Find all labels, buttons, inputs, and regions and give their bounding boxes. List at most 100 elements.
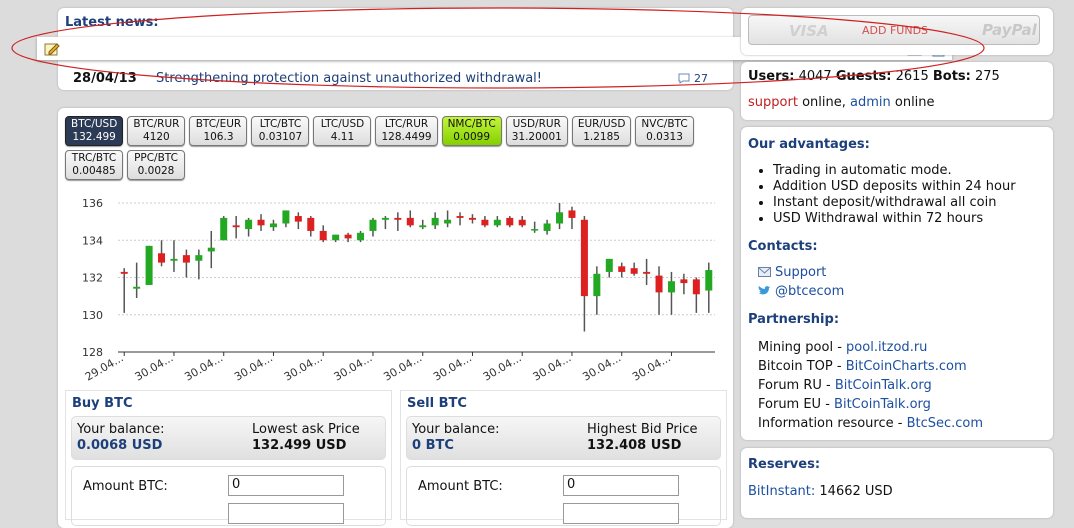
pair-price: 0.03107 bbox=[258, 131, 303, 143]
candle-body bbox=[220, 217, 228, 241]
contacts-title: Contacts: bbox=[748, 239, 818, 254]
advantages-list: Trading in automatic mode.Addition USD d… bbox=[749, 163, 1016, 227]
mail-icon bbox=[758, 267, 771, 277]
pair-tab[interactable]: EUR/USD 1.2185 bbox=[571, 116, 632, 146]
reserve-value: 14662 USD bbox=[819, 484, 893, 499]
comment-count[interactable]: 27 bbox=[694, 72, 708, 85]
candle-body bbox=[655, 275, 663, 293]
buy-summary: Your balance: 0.0068 USD Lowest ask Pric… bbox=[71, 416, 386, 460]
pair-price: 31.20001 bbox=[511, 131, 562, 143]
pair-tab[interactable]: NMC/BTC 0.0099 bbox=[441, 116, 502, 146]
twitter-contact[interactable]: @btcecom bbox=[775, 284, 845, 299]
partner-row: Bitcoin TOP - BitCoinCharts.com bbox=[758, 357, 983, 376]
price-label: Lowest ask Price bbox=[252, 422, 360, 437]
support-status: online, bbox=[802, 95, 846, 110]
funds-box: VISA ADD FUNDS PayPal bbox=[741, 8, 1053, 55]
reserves-title: Reserves: bbox=[748, 457, 821, 472]
balance-label: Your balance: bbox=[412, 422, 500, 437]
pair-tab[interactable]: BTC/EUR 106.3 bbox=[189, 116, 248, 146]
pair-tab[interactable]: BTC/USD 132.499 bbox=[65, 116, 124, 146]
pair-price: 0.0028 bbox=[137, 165, 175, 177]
partner-link[interactable]: BitCoinTalk.org bbox=[834, 397, 931, 412]
pair-name: PPC/BTC bbox=[134, 152, 178, 164]
candle-body bbox=[332, 234, 340, 241]
pair-tab[interactable]: NVC/BTC 0.0313 bbox=[635, 116, 694, 146]
price-input[interactable] bbox=[563, 503, 679, 524]
price-label: Highest Bid Price bbox=[587, 422, 698, 437]
y-tick-label: 132 bbox=[82, 272, 103, 285]
candle-body bbox=[394, 217, 402, 220]
x-tick-label: 30.04... bbox=[133, 351, 176, 383]
candle-body bbox=[643, 271, 651, 274]
price: 132.408 USD bbox=[587, 438, 682, 453]
pair-price: 4120 bbox=[143, 131, 170, 143]
x-tick-label: 30.04... bbox=[630, 351, 673, 383]
pair-price: 0.00485 bbox=[72, 165, 116, 177]
x-tick-label: 30.04... bbox=[381, 351, 424, 383]
candle-body bbox=[605, 258, 613, 272]
pair-tab[interactable]: LTC/BTC 0.03107 bbox=[251, 116, 310, 146]
candle-body bbox=[282, 210, 290, 224]
visa-logo: VISA bbox=[789, 22, 829, 40]
price-input[interactable] bbox=[228, 503, 344, 524]
page: {"news":{"title":"Latest news:","date":"… bbox=[0, 0, 1074, 507]
partner-link[interactable]: BtcSec.com bbox=[906, 416, 984, 431]
candle-body bbox=[344, 234, 352, 239]
balance: 0 BTC bbox=[412, 438, 454, 453]
pair-tab[interactable]: USD/RUR 31.20001 bbox=[505, 116, 568, 146]
y-tick-label: 128 bbox=[82, 346, 103, 359]
pair-tab[interactable]: BTC/RUR 4120 bbox=[127, 116, 186, 146]
pair-name: USD/RUR bbox=[512, 118, 561, 130]
candle-body bbox=[692, 279, 700, 295]
candle-body bbox=[468, 217, 476, 220]
candle-body bbox=[269, 223, 277, 228]
amount-input[interactable]: 0 bbox=[563, 475, 679, 496]
candle-body bbox=[680, 279, 688, 284]
partner-link[interactable]: pool.itzod.ru bbox=[846, 340, 928, 355]
pair-name: LTC/BTC bbox=[259, 118, 302, 130]
partner-link[interactable]: BitCoinCharts.com bbox=[845, 359, 967, 374]
candle-body bbox=[481, 219, 489, 226]
pair-tab[interactable]: TRC/BTC 0.00485 bbox=[65, 150, 123, 180]
candle-body bbox=[381, 217, 389, 220]
support-contact[interactable]: Support bbox=[775, 265, 827, 280]
pair-price: 132.499 bbox=[72, 131, 116, 143]
online-box: Users: 4047 Guests: 2615 Bots: 275 suppo… bbox=[741, 62, 1053, 120]
partner-link[interactable]: BitCoinTalk.org bbox=[834, 378, 932, 393]
edit-icon[interactable] bbox=[44, 41, 60, 57]
pair-name: LTC/RUR bbox=[384, 118, 429, 130]
candle-body bbox=[444, 219, 452, 224]
candle-body bbox=[630, 268, 638, 274]
pair-name: TRC/BTC bbox=[71, 152, 117, 164]
candle-body bbox=[245, 219, 253, 230]
amount-label: Amount BTC: bbox=[418, 479, 503, 494]
pair-tab[interactable]: PPC/BTC 0.0028 bbox=[127, 150, 185, 180]
y-tick-label: 136 bbox=[82, 197, 103, 210]
x-tick-label: 30.04... bbox=[332, 351, 375, 383]
partner-label: Bitcoin TOP - bbox=[758, 359, 842, 374]
support-link[interactable]: support bbox=[748, 95, 798, 110]
partner-row: Forum EU - BitCoinTalk.org bbox=[758, 395, 983, 414]
news-date: 28/04/13 bbox=[73, 71, 137, 86]
candle-body bbox=[319, 230, 327, 241]
pair-tab[interactable]: LTC/USD 4.11 bbox=[313, 116, 372, 146]
users: 4047 bbox=[798, 69, 832, 84]
candle-body bbox=[120, 271, 128, 274]
admin-link[interactable]: admin bbox=[850, 95, 891, 110]
pair-name: BTC/USD bbox=[71, 118, 118, 130]
partner-label: Forum EU - bbox=[758, 397, 830, 412]
guests: 2615 bbox=[895, 69, 929, 84]
add-funds-button[interactable]: VISA ADD FUNDS PayPal bbox=[748, 15, 1040, 45]
amount-input[interactable]: 0 bbox=[228, 475, 344, 496]
candle-body bbox=[307, 217, 315, 231]
pair-price: 0.0313 bbox=[646, 131, 683, 143]
reserve-label[interactable]: BitInstant: bbox=[748, 484, 816, 499]
x-tick-label: 30.04... bbox=[232, 351, 275, 383]
sell-title: Sell BTC bbox=[407, 396, 467, 411]
candle-body bbox=[232, 225, 240, 228]
pair-name: NVC/BTC bbox=[641, 118, 688, 130]
candle-body bbox=[294, 216, 302, 222]
news-headline[interactable]: Strengthening protection against unautho… bbox=[156, 71, 542, 86]
x-tick-label: 30.04... bbox=[431, 351, 474, 383]
pair-tab[interactable]: LTC/RUR 128.4499 bbox=[375, 116, 438, 146]
